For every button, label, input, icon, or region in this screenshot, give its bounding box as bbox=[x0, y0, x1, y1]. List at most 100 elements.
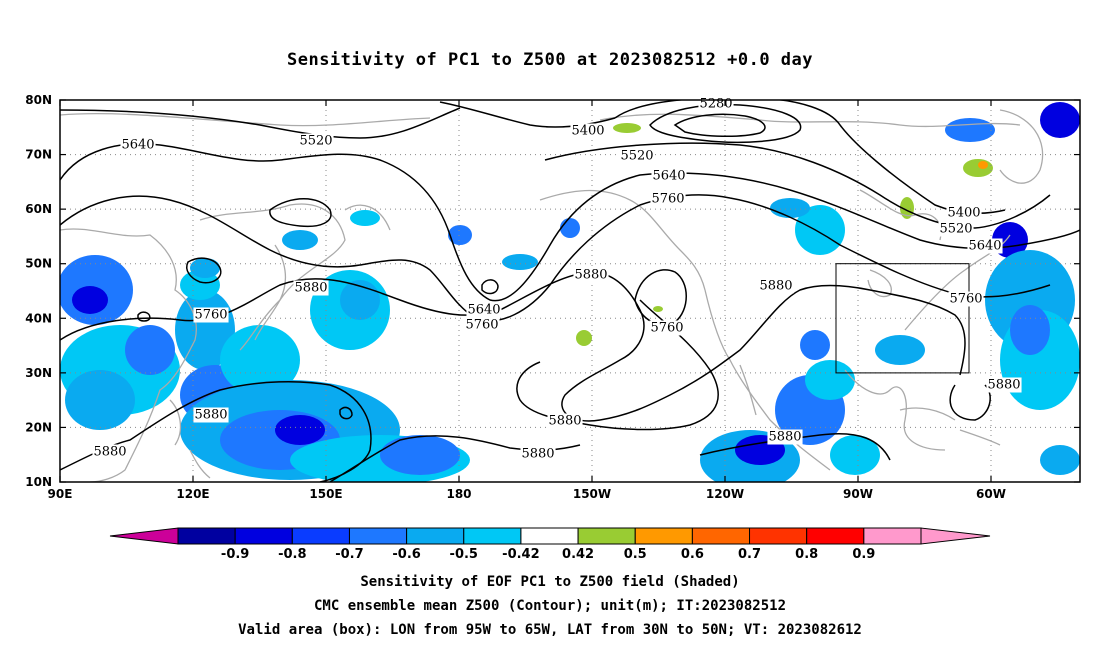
lat-tick-label: 50N bbox=[25, 257, 52, 271]
contour-5520-east bbox=[544, 142, 1051, 229]
contour-label-bg bbox=[464, 317, 500, 333]
shade-blob bbox=[502, 254, 538, 270]
contour-label: 5880 bbox=[768, 430, 801, 445]
contour-label-bg bbox=[650, 191, 686, 207]
contour-label: 5640 bbox=[968, 239, 1001, 254]
colorbar-label: -0.7 bbox=[335, 547, 363, 562]
contour-label: 5640 bbox=[121, 138, 154, 153]
contour-label: 5640 bbox=[652, 169, 685, 184]
contour-label: 5760 bbox=[650, 321, 683, 336]
contour-label-bg bbox=[651, 168, 687, 184]
contour-5280-inner bbox=[673, 113, 766, 138]
shade-blob bbox=[560, 218, 580, 238]
shade-blob bbox=[380, 435, 460, 475]
shade-blob bbox=[350, 210, 380, 226]
lat-tick-label: 60N bbox=[25, 202, 52, 216]
shade-blob bbox=[1040, 102, 1080, 138]
contour-label: 5760 bbox=[949, 292, 982, 307]
contour-label-bg bbox=[767, 429, 803, 445]
contour-label: 5880 bbox=[574, 268, 607, 283]
colorbar-segment bbox=[520, 527, 579, 545]
coastline-kamchatka bbox=[344, 204, 391, 231]
coastline-siberia bbox=[60, 112, 431, 127]
shade-blob bbox=[875, 335, 925, 365]
contour-label-bg bbox=[758, 278, 794, 294]
contour-5760-high bbox=[269, 198, 332, 228]
coastline-japan bbox=[254, 244, 287, 341]
contour-label-bg bbox=[466, 302, 502, 318]
coastline-caribbean bbox=[899, 407, 1001, 446]
contour-5880-gyre bbox=[516, 299, 719, 431]
shade-blob bbox=[945, 118, 995, 142]
colorbar-label: -0.9 bbox=[221, 547, 249, 562]
colorbar-segment bbox=[634, 527, 693, 545]
shade-blob bbox=[1040, 445, 1080, 475]
shade-blob bbox=[282, 230, 318, 250]
contour-label-bg bbox=[967, 238, 1003, 254]
z500-contours bbox=[60, 100, 1080, 482]
colorbar-label: 0.7 bbox=[738, 547, 761, 562]
contour-label: 5520 bbox=[299, 134, 332, 149]
caption-line-2: CMC ensemble mean Z500 (Contour); unit(m… bbox=[313, 598, 786, 614]
colorbar-label: 0.42 bbox=[562, 547, 594, 562]
contour-label: 5760 bbox=[651, 192, 684, 207]
shade-blob bbox=[963, 159, 993, 177]
contour-label-bg bbox=[619, 148, 655, 164]
coastline-gulf bbox=[844, 369, 946, 451]
colorbar-segment bbox=[691, 527, 751, 545]
caption-line-1: Sensitivity of EOF PC1 to Z500 field (Sh… bbox=[360, 574, 740, 590]
contour-label: 5280 bbox=[699, 97, 732, 112]
contour-5760-north bbox=[60, 194, 1051, 322]
contour-5760-cell bbox=[186, 257, 222, 284]
shade-blob bbox=[613, 123, 641, 133]
contour-label: 5520 bbox=[939, 222, 972, 237]
coastline-philippines bbox=[169, 399, 211, 479]
shade-blob bbox=[770, 198, 810, 218]
coastline-arctic-na bbox=[599, 113, 1021, 128]
colorbar-segment bbox=[863, 527, 922, 545]
contour-5880-atl bbox=[949, 384, 991, 421]
lon-tick-label: 150W bbox=[573, 487, 611, 501]
shade-blob bbox=[576, 330, 592, 346]
shade-blob bbox=[653, 306, 663, 312]
shade-blob bbox=[830, 435, 880, 475]
map-title: Sensitivity of PC1 to Z500 at 2023082512… bbox=[286, 50, 813, 70]
coastline-baja bbox=[739, 364, 757, 416]
contour-label: 5400 bbox=[947, 206, 980, 221]
colorbar-arrow-low bbox=[109, 527, 179, 545]
lon-tick-label: 120W bbox=[706, 487, 744, 501]
colorbar-label: -0.6 bbox=[392, 547, 420, 562]
contour-label-bg bbox=[92, 444, 128, 460]
colorbar-segment bbox=[177, 527, 236, 545]
contour-label: 5880 bbox=[93, 445, 126, 460]
shade-blob bbox=[448, 225, 472, 245]
contour-label-bg bbox=[938, 221, 974, 237]
contour-label: 5880 bbox=[294, 281, 327, 296]
lat-tick-label: 70N bbox=[25, 148, 52, 162]
contour-label-bg bbox=[120, 137, 156, 153]
contour-label-bg bbox=[649, 320, 685, 336]
colorbar-label: 0.5 bbox=[624, 547, 647, 562]
shade-blob bbox=[275, 415, 325, 445]
contour-label: 5520 bbox=[620, 149, 653, 164]
lat-tick-label: 40N bbox=[25, 311, 52, 325]
coastline-greenland bbox=[999, 109, 1044, 184]
coastline-asia bbox=[60, 228, 197, 482]
shade-blob bbox=[72, 286, 108, 314]
colorbar-label: 0.9 bbox=[852, 547, 875, 562]
colorbar-segment bbox=[291, 527, 350, 545]
colorbar-arrow-high bbox=[920, 527, 991, 545]
lon-tick-label: 90W bbox=[843, 487, 873, 501]
shade-blob bbox=[125, 325, 175, 375]
contour-5880-main bbox=[60, 271, 966, 422]
shade-blob bbox=[978, 161, 988, 169]
coastlines bbox=[60, 109, 1044, 482]
lon-tick-label: 150E bbox=[309, 487, 342, 501]
lon-tick-label: 90E bbox=[48, 487, 73, 501]
lon-tick-label: 60W bbox=[976, 487, 1006, 501]
lat-tick-label: 20N bbox=[25, 420, 52, 434]
contour-label: 5880 bbox=[548, 414, 581, 429]
contour-label: 5400 bbox=[571, 124, 604, 139]
sensitivity-shading bbox=[60, 102, 1080, 482]
